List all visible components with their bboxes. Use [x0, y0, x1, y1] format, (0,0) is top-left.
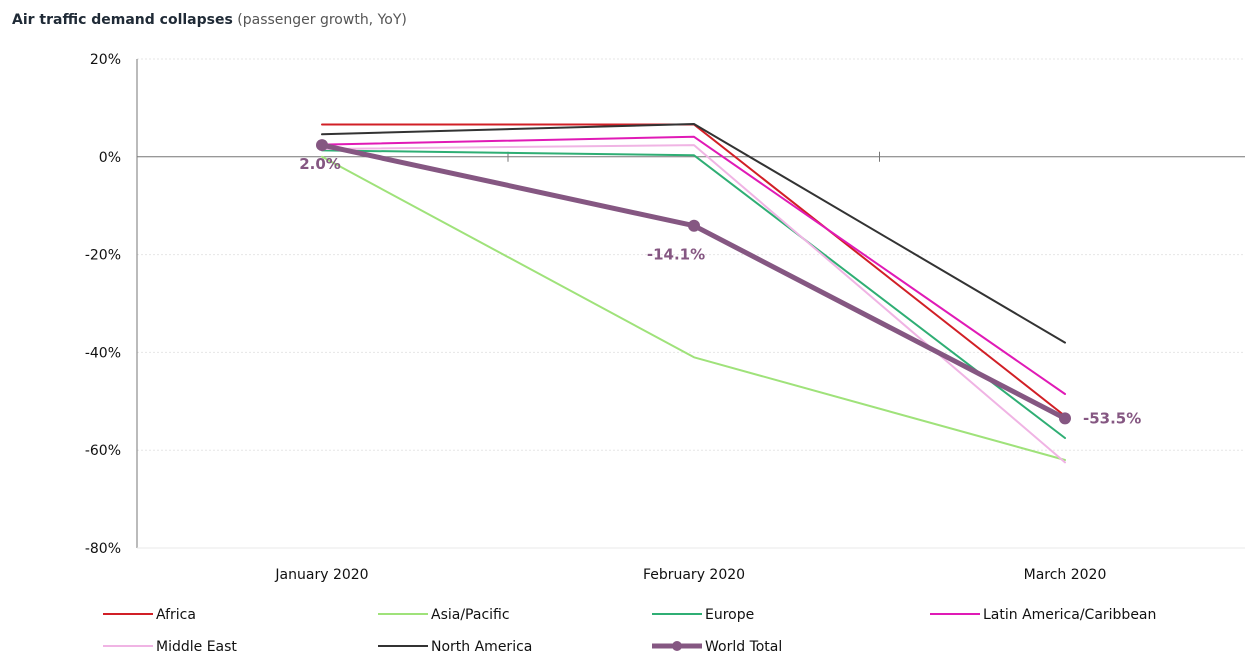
data-point-world-total	[1059, 412, 1071, 425]
x-tick-label: January 2020	[274, 567, 368, 583]
data-label: 2.0%	[299, 155, 341, 173]
data-point-world-total	[688, 219, 700, 232]
series-line-north-america	[321, 123, 1066, 344]
legend-label: Middle East	[156, 639, 237, 655]
chart-subtitle: (passenger growth, YoY)	[237, 12, 407, 28]
y-tick-label: 20%	[90, 52, 121, 68]
legend-label: North America	[431, 639, 532, 655]
legend-label: Europe	[705, 607, 754, 623]
legend-label: Africa	[156, 607, 196, 623]
series-line-latin-america-caribbean	[321, 135, 1066, 395]
series-line-middle-east	[321, 144, 1066, 464]
chart-title: Air traffic demand collapses (passenger …	[12, 12, 407, 28]
y-tick-label: 0%	[99, 150, 121, 166]
chart-title-main: Air traffic demand collapses	[12, 12, 233, 28]
legend-label: World Total	[705, 639, 782, 655]
data-label: -14.1%	[647, 246, 705, 264]
y-tick-label: -40%	[85, 345, 121, 361]
y-tick-label: -20%	[85, 248, 121, 264]
legend-marker	[672, 641, 682, 651]
series-line-asia-pacific	[321, 155, 1066, 461]
data-point-world-total	[316, 139, 328, 152]
series-line-europe	[321, 149, 1066, 439]
y-tick-label: -60%	[85, 443, 121, 459]
data-label: -53.5%	[1083, 409, 1141, 427]
x-tick-label: February 2020	[643, 567, 745, 583]
series-line-world-total	[319, 142, 1068, 421]
y-tick-label: -80%	[85, 541, 121, 557]
x-tick-label: March 2020	[1024, 567, 1107, 583]
legend-label: Asia/Pacific	[431, 607, 510, 623]
legend-label: Latin America/Caribbean	[983, 607, 1156, 623]
